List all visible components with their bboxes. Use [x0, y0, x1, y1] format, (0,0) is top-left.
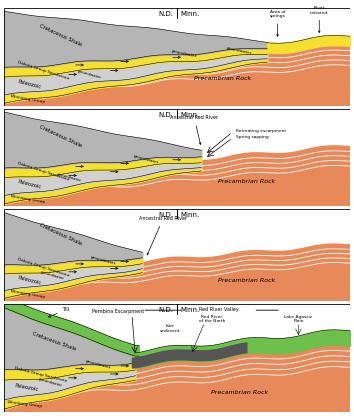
- Text: Precambrian Rock: Precambrian Rock: [218, 179, 275, 184]
- Text: River
initiated: River initiated: [310, 6, 329, 32]
- Text: N.D.: N.D.: [159, 111, 173, 117]
- Text: Winnipeg Group: Winnipeg Group: [11, 194, 46, 205]
- Text: Paleozoic: Paleozoic: [17, 179, 42, 190]
- Text: Winnipeg Group: Winnipeg Group: [7, 400, 42, 409]
- Text: lake
sediment: lake sediment: [160, 324, 180, 333]
- Text: Paleozoic: Paleozoic: [17, 79, 42, 89]
- Text: Cretaceous Shale: Cretaceous Shale: [38, 223, 82, 247]
- Text: Retreating escarpment: Retreating escarpment: [236, 129, 286, 133]
- Polygon shape: [4, 146, 350, 206]
- Text: N.D.: N.D.: [159, 212, 173, 218]
- Text: groundwater: groundwater: [90, 255, 117, 266]
- Text: Dakota Group Sandstone: Dakota Group Sandstone: [17, 258, 70, 278]
- Text: Lake Agassiz
Plain: Lake Agassiz Plain: [284, 314, 313, 323]
- Text: Spring sapping: Spring sapping: [236, 135, 269, 139]
- Text: Minn.: Minn.: [181, 212, 200, 218]
- Polygon shape: [4, 345, 350, 412]
- Text: Red River
of the North: Red River of the North: [199, 314, 225, 323]
- Text: groundwater: groundwater: [133, 154, 159, 165]
- Text: groundwater: groundwater: [85, 359, 112, 370]
- Text: Cretaceous Shale: Cretaceous Shale: [38, 23, 82, 47]
- Text: Minn.: Minn.: [181, 307, 200, 313]
- Text: groundwater: groundwater: [38, 377, 63, 388]
- Text: Ancestral Red River: Ancestral Red River: [139, 216, 187, 255]
- Text: Ancestral Red River: Ancestral Red River: [170, 115, 218, 144]
- Text: groundwater: groundwater: [57, 172, 82, 183]
- Text: Precambrian Rock: Precambrian Rock: [211, 390, 268, 395]
- Text: Dakota Group Sandstone: Dakota Group Sandstone: [17, 161, 70, 181]
- Text: Pembina Escarpment: Pembina Escarpment: [92, 310, 144, 314]
- Text: groundwater: groundwater: [171, 49, 197, 58]
- Polygon shape: [4, 45, 350, 106]
- Text: N.D.: N.D.: [159, 11, 173, 17]
- Text: Cretaceous Shale: Cretaceous Shale: [31, 331, 76, 352]
- Text: Dakota Group Sandstone: Dakota Group Sandstone: [17, 60, 70, 81]
- Text: Minn.: Minn.: [181, 11, 200, 17]
- Text: Dakota Group Sandstone: Dakota Group Sandstone: [14, 366, 68, 384]
- Text: Till: Till: [48, 307, 69, 317]
- Text: Paleozoic: Paleozoic: [17, 275, 42, 286]
- Text: Paleozoic: Paleozoic: [14, 384, 39, 393]
- Text: groundwater: groundwater: [77, 69, 102, 80]
- Text: Winnipeg Group: Winnipeg Group: [11, 94, 46, 104]
- Text: Area of
springs: Area of springs: [270, 10, 286, 36]
- Text: Precambrian Rock: Precambrian Rock: [194, 76, 251, 81]
- Text: N.D.: N.D.: [159, 307, 173, 313]
- Text: Precambrian Rock: Precambrian Rock: [218, 278, 275, 283]
- Text: Red River Valley: Red River Valley: [199, 307, 239, 312]
- Text: Cretaceous Shale: Cretaceous Shale: [38, 124, 82, 148]
- Text: Minn.: Minn.: [181, 111, 200, 117]
- Polygon shape: [4, 244, 350, 301]
- Text: groundwater: groundwater: [40, 270, 65, 281]
- Text: groundwater: groundwater: [226, 46, 253, 56]
- Text: Winnipeg Group: Winnipeg Group: [11, 290, 46, 300]
